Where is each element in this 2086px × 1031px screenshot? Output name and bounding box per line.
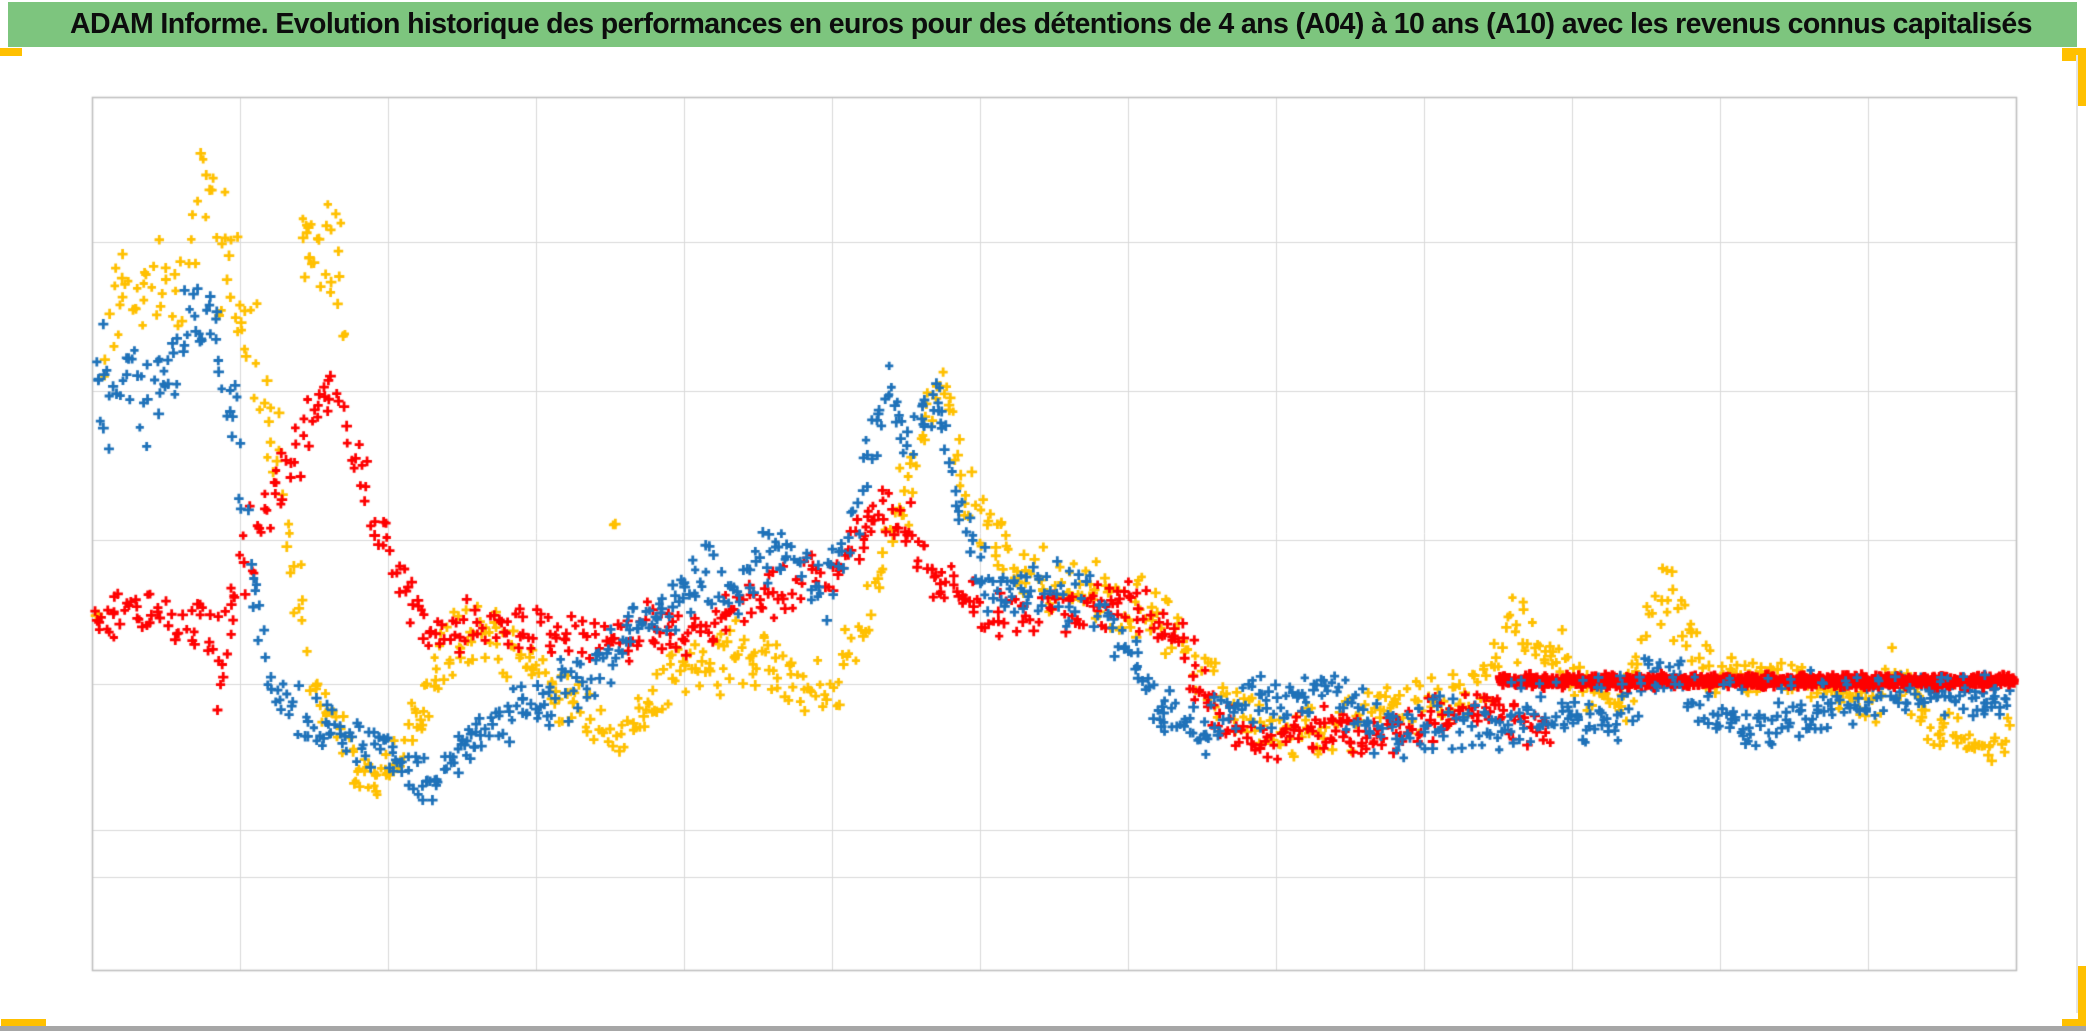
right-edge-line [2076,55,2078,1013]
clip-handle-bottom-right-h [2062,1019,2086,1028]
clip-handle-bottom-left [1,1019,46,1028]
clip-handle-bottom-right-v [2078,966,2086,1022]
clip-handle-top-right-v [2078,48,2086,106]
clip-handle-top-left [0,48,22,56]
bottom-edge-bar [0,1026,2086,1031]
